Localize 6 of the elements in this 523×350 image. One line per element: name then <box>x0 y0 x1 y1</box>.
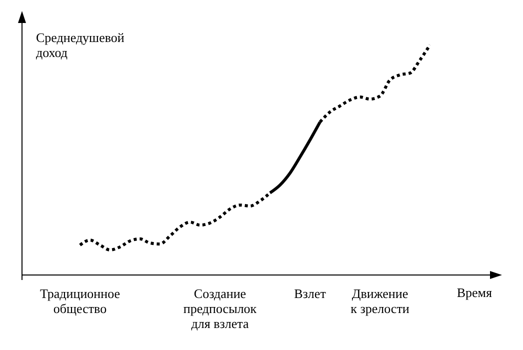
x-tick-label: Традиционное общество <box>40 286 120 316</box>
x-axis-title: Время <box>456 285 492 300</box>
y-axis-title: Среднедушевой доход <box>36 30 124 60</box>
x-tick-label: Движение к зрелости <box>350 286 410 316</box>
x-tick-label: Взлет <box>294 286 326 301</box>
x-tick-label: Создание предпосылок для взлета <box>183 286 258 331</box>
